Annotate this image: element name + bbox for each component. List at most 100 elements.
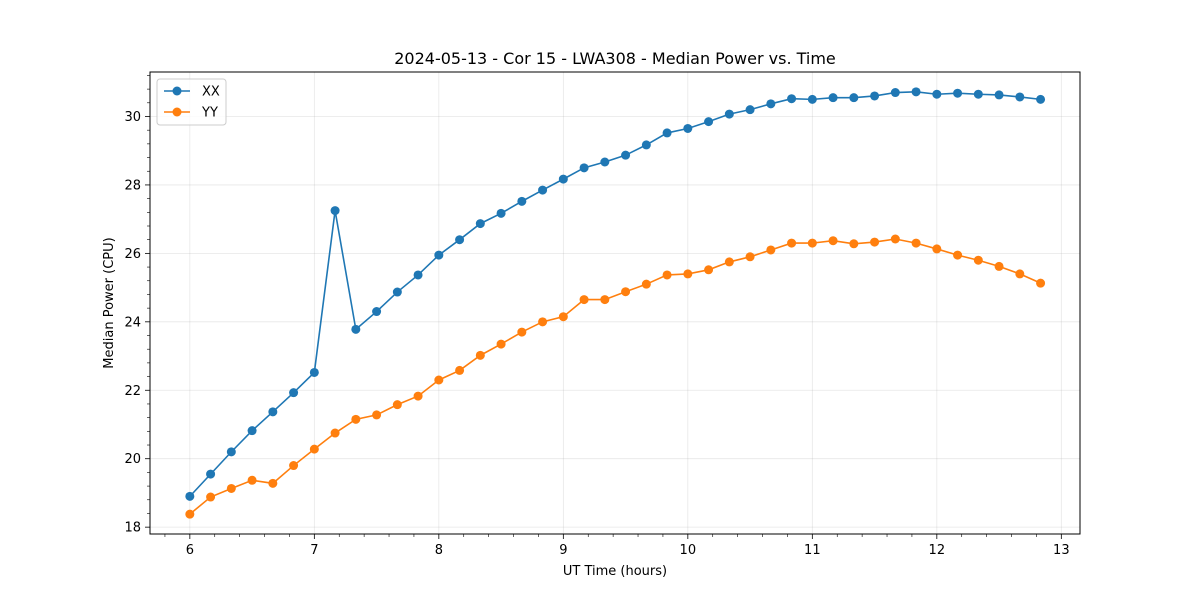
data-point-yy [185, 509, 195, 519]
data-point-yy [309, 444, 319, 454]
data-point-yy [828, 236, 838, 246]
x-tick-label: 13 [1053, 543, 1070, 558]
series-line-yy [189, 238, 1041, 515]
data-point-xx [247, 426, 257, 436]
data-point-yy [766, 245, 776, 255]
data-point-xx [932, 89, 942, 99]
data-point-yy [392, 400, 402, 410]
data-point-xx [724, 109, 734, 119]
x-tick-label: 9 [559, 543, 567, 558]
data-point-yy [890, 234, 900, 244]
data-point-xx [849, 93, 859, 103]
data-point-yy [683, 269, 693, 279]
data-point-xx [558, 174, 568, 184]
data-point-xx [330, 206, 340, 216]
data-point-yy [247, 475, 257, 485]
data-point-xx [517, 196, 527, 206]
data-point-yy [849, 239, 859, 249]
data-point-yy [704, 265, 714, 275]
data-point-yy [641, 279, 651, 289]
data-point-yy [600, 295, 610, 305]
data-point-yy [745, 252, 755, 262]
data-point-xx [351, 324, 361, 334]
data-point-xx [911, 87, 921, 97]
data-point-xx [392, 287, 402, 297]
legend-label-yy: YY [201, 106, 218, 121]
data-point-xx [206, 469, 216, 479]
data-point-xx [621, 150, 631, 160]
data-point-xx [309, 367, 319, 377]
data-point-yy [413, 391, 423, 401]
data-point-xx [641, 140, 651, 150]
data-point-xx [413, 270, 423, 280]
data-point-yy [351, 414, 361, 424]
data-point-xx [787, 94, 797, 104]
data-point-yy [455, 365, 465, 375]
chart-title: 2024-05-13 - Cor 15 - LWA308 - Median Po… [394, 49, 836, 68]
data-point-yy [932, 244, 942, 254]
data-point-xx [683, 123, 693, 133]
data-point-xx [455, 235, 465, 245]
series-layer [185, 87, 1046, 519]
y-tick-label: 26 [124, 247, 141, 262]
data-point-xx [434, 250, 444, 260]
legend-label-xx: XX [202, 85, 220, 100]
data-point-xx [579, 163, 589, 173]
x-axis-label: UT Time (hours) [563, 564, 667, 579]
data-point-xx [994, 90, 1004, 100]
data-point-yy [1015, 269, 1025, 279]
x-tick-label: 6 [186, 543, 194, 558]
data-point-yy [558, 312, 568, 322]
data-point-xx [870, 91, 880, 101]
data-point-xx [953, 88, 963, 98]
data-point-yy [496, 339, 506, 349]
data-point-yy [911, 238, 921, 248]
data-point-xx [973, 89, 983, 99]
data-point-yy [330, 428, 340, 438]
data-point-yy [206, 492, 216, 502]
x-tick-label: 12 [929, 543, 946, 558]
data-point-yy [475, 350, 485, 360]
y-tick-label: 20 [124, 452, 141, 467]
data-point-yy [724, 257, 734, 267]
data-point-xx [766, 99, 776, 109]
data-point-yy [787, 238, 797, 248]
data-point-xx [289, 388, 299, 398]
y-tick-label: 18 [124, 521, 141, 536]
x-tick-label: 10 [680, 543, 697, 558]
data-point-yy [953, 250, 963, 260]
data-point-xx [496, 208, 506, 218]
legend: XX YY [156, 78, 227, 126]
series-line-xx [189, 91, 1041, 497]
grid-lines [150, 72, 1080, 534]
data-point-xx [268, 407, 278, 417]
data-point-xx [890, 88, 900, 98]
data-point-yy [807, 238, 817, 248]
data-point-yy [268, 478, 278, 488]
data-point-xx [600, 157, 610, 167]
data-point-yy [994, 261, 1004, 271]
legend-marker-xx [172, 86, 182, 96]
data-point-xx [704, 117, 714, 127]
data-point-xx [475, 219, 485, 229]
data-point-yy [870, 237, 880, 247]
x-tick-label: 11 [804, 543, 821, 558]
data-point-xx [807, 94, 817, 104]
data-point-xx [828, 93, 838, 103]
y-tick-label: 30 [124, 110, 141, 125]
data-point-xx [1015, 92, 1025, 102]
y-tick-label: 28 [124, 178, 141, 193]
y-tick-label: 22 [124, 384, 141, 399]
data-point-xx [745, 105, 755, 115]
data-point-xx [662, 128, 672, 138]
data-point-yy [517, 327, 527, 337]
data-point-yy [226, 483, 236, 493]
data-point-xx [226, 447, 236, 457]
data-point-yy [1036, 278, 1046, 288]
y-tick-label: 24 [124, 315, 141, 330]
x-tick-label: 7 [310, 543, 318, 558]
data-point-yy [372, 410, 382, 420]
legend-marker-yy [172, 107, 182, 117]
axis-ticks: 6 7 8 9 10 11 12 13 18 20 22 24 26 28 30 [124, 75, 1070, 558]
